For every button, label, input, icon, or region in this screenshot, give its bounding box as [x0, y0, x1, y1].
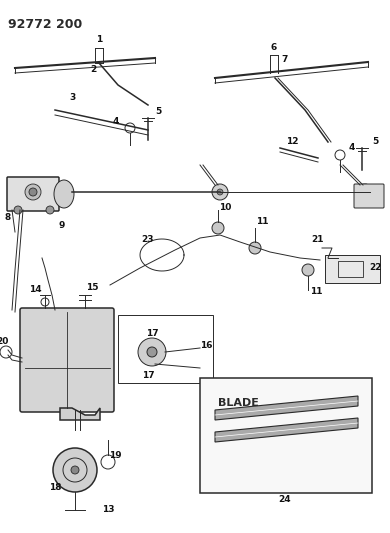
- Circle shape: [53, 448, 97, 492]
- Text: 8: 8: [5, 214, 11, 222]
- Circle shape: [147, 347, 157, 357]
- Circle shape: [249, 242, 261, 254]
- Text: 2: 2: [90, 66, 96, 75]
- Text: 23: 23: [142, 236, 154, 245]
- Circle shape: [217, 189, 223, 195]
- Polygon shape: [215, 418, 358, 442]
- Text: 3: 3: [69, 93, 75, 102]
- Bar: [118, 315, 213, 383]
- Text: 19: 19: [109, 450, 121, 459]
- Text: 5: 5: [155, 108, 161, 117]
- Text: 10: 10: [219, 204, 231, 213]
- Text: 24: 24: [279, 496, 291, 505]
- FancyBboxPatch shape: [354, 184, 384, 208]
- Text: 21: 21: [312, 236, 324, 245]
- Text: 20: 20: [0, 337, 8, 346]
- Circle shape: [25, 184, 41, 200]
- Circle shape: [71, 466, 79, 474]
- Bar: [338, 261, 363, 277]
- Text: 16: 16: [200, 341, 212, 350]
- Text: 6: 6: [271, 43, 277, 52]
- FancyBboxPatch shape: [20, 308, 114, 412]
- Circle shape: [302, 264, 314, 276]
- Text: 4: 4: [349, 143, 355, 152]
- Circle shape: [362, 189, 368, 195]
- Circle shape: [212, 184, 228, 200]
- Text: 7: 7: [282, 55, 288, 64]
- Circle shape: [357, 184, 373, 200]
- Circle shape: [14, 206, 22, 214]
- Text: 17: 17: [146, 328, 158, 337]
- FancyBboxPatch shape: [7, 177, 59, 211]
- Text: 11: 11: [256, 217, 268, 227]
- Text: 5: 5: [372, 138, 378, 147]
- Text: 92772 200: 92772 200: [8, 18, 82, 31]
- Circle shape: [212, 222, 224, 234]
- Polygon shape: [215, 396, 358, 420]
- Text: 22: 22: [369, 263, 381, 272]
- Circle shape: [29, 188, 37, 196]
- Circle shape: [138, 338, 166, 366]
- Text: 9: 9: [59, 221, 65, 230]
- Text: 14: 14: [29, 286, 41, 295]
- Text: 15: 15: [86, 284, 98, 293]
- Text: 13: 13: [102, 505, 114, 514]
- Polygon shape: [60, 408, 100, 420]
- Bar: [325, 255, 380, 283]
- Text: 1: 1: [96, 36, 102, 44]
- Text: 11: 11: [310, 287, 322, 296]
- Text: 17: 17: [142, 370, 154, 379]
- Text: BLADE: BLADE: [218, 398, 259, 408]
- Text: 4: 4: [113, 117, 119, 126]
- Ellipse shape: [54, 180, 74, 208]
- Text: 18: 18: [49, 483, 61, 492]
- Circle shape: [46, 206, 54, 214]
- Bar: [200, 378, 372, 493]
- Text: 12: 12: [286, 138, 298, 147]
